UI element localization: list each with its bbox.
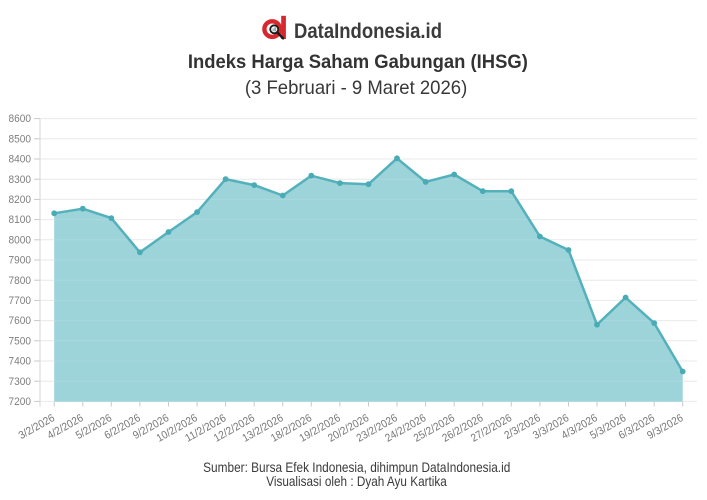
svg-text:7300: 7300 <box>9 376 32 388</box>
svg-text:7500: 7500 <box>9 335 32 347</box>
svg-text:8600: 8600 <box>9 113 32 125</box>
svg-text:8200: 8200 <box>9 194 32 206</box>
svg-text:8500: 8500 <box>9 133 32 145</box>
svg-text:7700: 7700 <box>9 295 32 307</box>
svg-text:8400: 8400 <box>9 154 32 166</box>
svg-text:8100: 8100 <box>9 214 32 226</box>
svg-text:7600: 7600 <box>9 315 32 327</box>
svg-text:7900: 7900 <box>9 255 32 267</box>
svg-text:7200: 7200 <box>9 396 32 408</box>
svg-text:7400: 7400 <box>9 356 32 368</box>
svg-text:8000: 8000 <box>9 234 32 246</box>
svg-text:8300: 8300 <box>9 174 32 186</box>
svg-text:7800: 7800 <box>9 275 32 287</box>
